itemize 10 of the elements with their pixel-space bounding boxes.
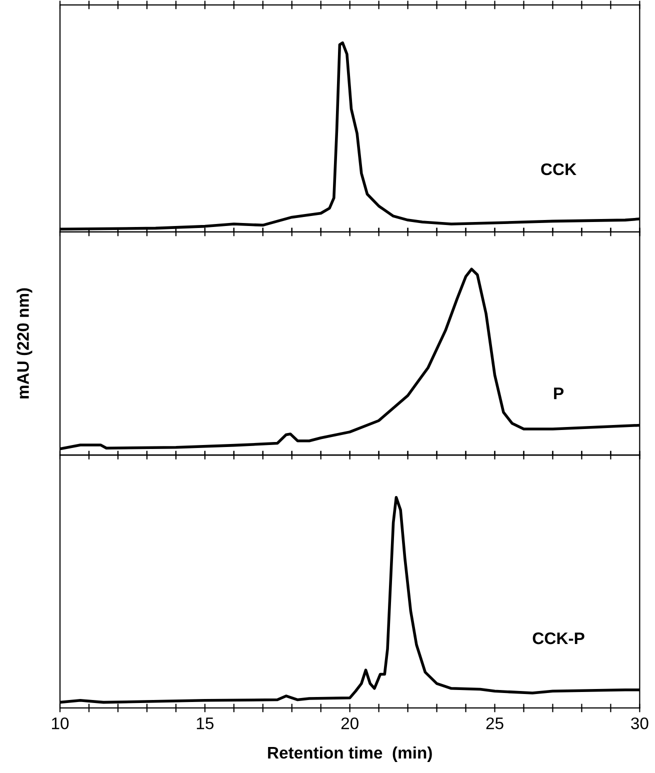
y-axis-title: mAU (220 nm) xyxy=(16,288,32,398)
x-tick-label: 10 xyxy=(52,717,69,730)
x-axis-title: Retention time (min) xyxy=(268,746,432,762)
x-tick-label: 15 xyxy=(196,718,214,730)
text: CCK xyxy=(541,163,576,176)
x-tick-label: 20 xyxy=(341,717,358,730)
x-tick-label: 25 xyxy=(486,717,504,730)
text: CCK-P xyxy=(532,632,584,644)
series-label: P xyxy=(554,388,564,400)
x-tick-label: 30 xyxy=(631,717,648,730)
